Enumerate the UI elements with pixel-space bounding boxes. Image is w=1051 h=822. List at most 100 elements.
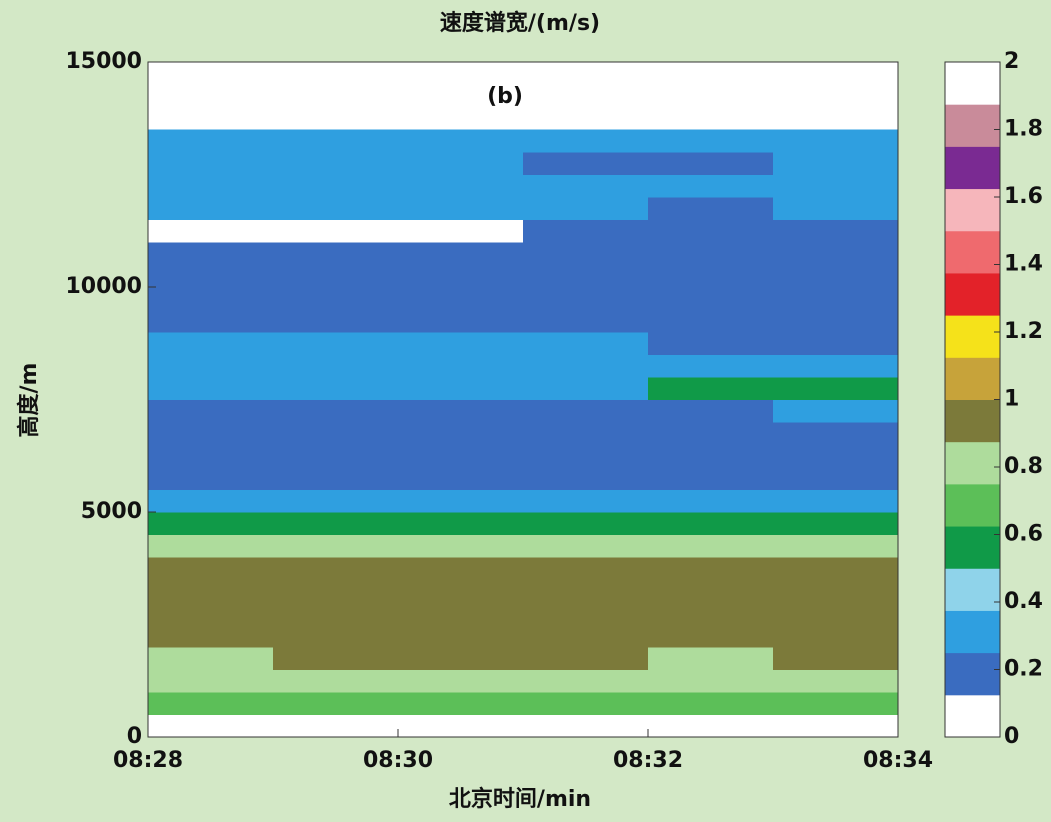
heatmap-cell: [148, 669, 274, 693]
heatmap-cell: [648, 467, 774, 490]
colorbar-tick-label: 0.8: [1004, 454, 1043, 479]
colorbar-tick-label: 1: [1004, 387, 1019, 412]
heatmap-cell: [273, 647, 399, 670]
heatmap-cell: [398, 557, 524, 580]
heatmap-cell: [523, 197, 649, 220]
heatmap-cell: [148, 152, 274, 175]
heatmap-cell: [523, 332, 649, 355]
colorbar-tick-label: 0.2: [1004, 657, 1043, 682]
heatmap-cell: [148, 197, 274, 220]
heatmap-cell: [148, 129, 274, 153]
heatmap-cell: [648, 399, 774, 423]
heatmap-cell: [773, 467, 899, 490]
heatmap-cell: [648, 197, 774, 220]
x-tick-label: 08:32: [613, 748, 683, 773]
heatmap-cell: [398, 602, 524, 625]
heatmap-cell: [148, 174, 274, 198]
colorbar-tick-label: 1.8: [1004, 117, 1043, 142]
heatmap-cell: [773, 669, 899, 693]
heatmap-cell: [398, 534, 524, 558]
heatmap-cell: [273, 467, 399, 490]
heatmap-cell: [398, 512, 524, 535]
heatmap-cell: [273, 422, 399, 445]
heatmap-cell: [273, 557, 399, 580]
heatmap-cell: [648, 579, 774, 603]
heatmap-cell: [648, 377, 774, 400]
colorbar-swatch: [945, 694, 1000, 738]
chart-title: 速度谱宽/(m/s): [440, 10, 600, 36]
colorbar-swatch: [945, 272, 1000, 316]
heatmap-cell: [148, 399, 274, 423]
heatmap-cell: [773, 579, 899, 603]
colorbar-swatch: [945, 315, 1000, 358]
heatmap-cell: [273, 489, 399, 513]
heatmap-cell: [523, 624, 649, 648]
heatmap-cell: [648, 309, 774, 333]
heatmap-cell: [273, 377, 399, 400]
heatmap-cell: [398, 219, 524, 243]
heatmap-cell: [148, 309, 274, 333]
heatmap-cell: [648, 557, 774, 580]
colorbar-swatch: [945, 188, 1000, 232]
heatmap-cell: [148, 242, 274, 265]
heatmap-cell: [273, 444, 399, 468]
heatmap-cell: [648, 624, 774, 648]
heatmap-cell: [523, 264, 649, 288]
heatmap-cell: [148, 557, 274, 580]
heatmap-cell: [773, 422, 899, 445]
heatmap-cell: [273, 219, 399, 243]
heatmap-cell: [398, 287, 524, 310]
heatmap-cell: [523, 534, 649, 558]
heatmap-cell: [273, 692, 399, 715]
colorbar-swatch: [945, 483, 1000, 527]
heatmap-cell: [773, 489, 899, 513]
heatmap-cell: [648, 264, 774, 288]
heatmap-cell: [148, 377, 274, 400]
heatmap-cell: [148, 444, 274, 468]
heatmap-cell: [148, 602, 274, 625]
heatmap-cell: [398, 332, 524, 355]
heatmap-cell: [773, 242, 899, 265]
heatmap-cell: [523, 512, 649, 535]
heatmap-cell: [273, 309, 399, 333]
heatmap-cell: [273, 174, 399, 198]
heatmap-cell: [523, 242, 649, 265]
colorbar-tick-label: 0: [1004, 724, 1019, 749]
heatmap-cell: [648, 444, 774, 468]
heatmap-cell: [398, 647, 524, 670]
heatmap-cell: [148, 512, 274, 535]
heatmap-cell: [398, 197, 524, 220]
heatmap-cell: [148, 219, 274, 243]
heatmap-cell: [273, 669, 399, 693]
heatmap-cell: [398, 579, 524, 603]
heatmap-cell: [148, 287, 274, 310]
colorbar-swatch: [945, 568, 1000, 611]
colorbar-tick-label: 1.4: [1004, 252, 1043, 277]
heatmap-cell: [648, 129, 774, 153]
colorbar-swatch: [945, 652, 1000, 696]
colorbar-swatch: [945, 62, 1000, 105]
heatmap-cell: [523, 647, 649, 670]
heatmap-cell: [648, 647, 774, 670]
heatmap-cell: [648, 242, 774, 265]
heatmap-cell: [773, 332, 899, 355]
heatmap-cell: [148, 534, 274, 558]
heatmap-cell: [273, 152, 399, 175]
heatmap-cell: [523, 287, 649, 310]
y-tick-label: 15000: [65, 49, 142, 74]
heatmap-cell: [398, 489, 524, 513]
heatmap-cell: [398, 174, 524, 198]
heatmap-cell: [773, 624, 899, 648]
heatmap-cell: [273, 354, 399, 378]
heatmap-cell: [648, 354, 774, 378]
colorbar-tick-label: 0.4: [1004, 589, 1043, 614]
heatmap-cell: [398, 129, 524, 153]
heatmap-cell: [523, 174, 649, 198]
heatmap-cell: [273, 624, 399, 648]
heatmap-cell: [648, 219, 774, 243]
colorbar-swatch: [945, 104, 1000, 147]
heatmap-cell: [398, 264, 524, 288]
heatmap-cell: [773, 377, 899, 400]
heatmap-cell: [773, 264, 899, 288]
heatmap-cell: [773, 647, 899, 670]
